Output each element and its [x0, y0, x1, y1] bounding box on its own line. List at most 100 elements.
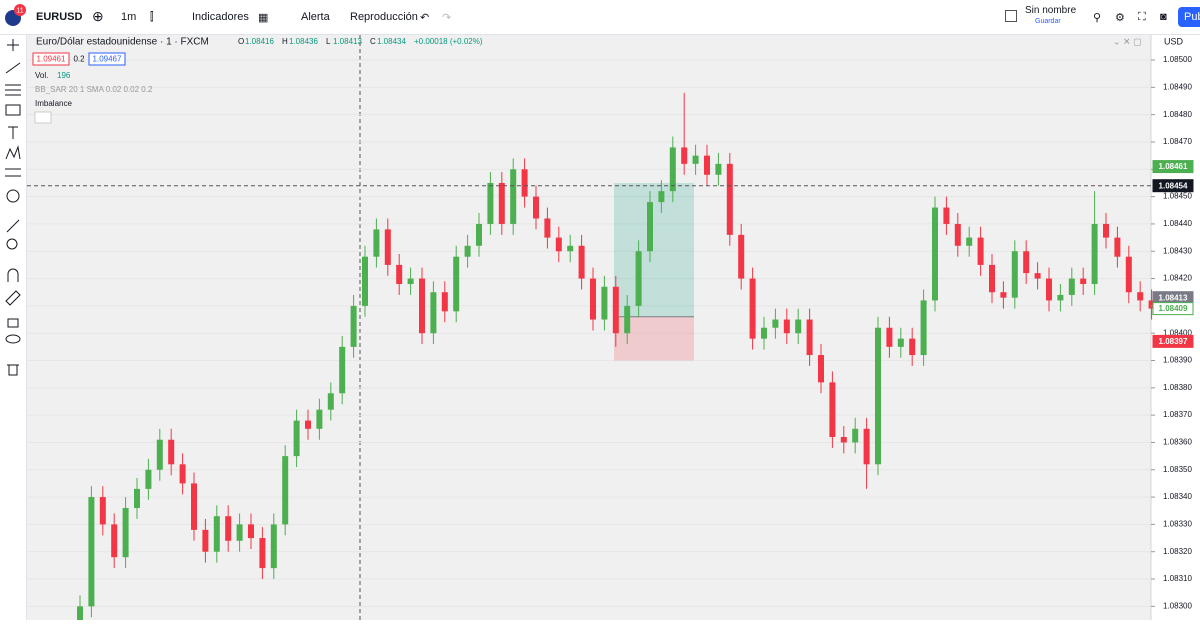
candle-body: [168, 439, 175, 465]
candle-body: [270, 524, 277, 569]
price-label-bg: [1152, 179, 1194, 193]
price-label-bg: [1152, 302, 1194, 316]
y-tick-label: 1.08430: [1163, 246, 1192, 255]
measure-tool[interactable]: [6, 219, 20, 233]
candle-body: [544, 218, 551, 238]
candle-body: [1125, 256, 1132, 293]
candle-body: [989, 264, 995, 293]
search[interactable]: ⚲: [1093, 12, 1102, 24]
logo[interactable]: 11: [0, 0, 30, 34]
magnet-tool[interactable]: [7, 268, 19, 282]
ask: 1.09467: [93, 55, 122, 64]
candle-body: [282, 456, 289, 525]
y-tick-label: 1.08440: [1163, 219, 1192, 228]
vol-value: 196: [57, 71, 71, 80]
candle-body: [806, 319, 813, 356]
icon-tool[interactable]: [6, 189, 20, 203]
save[interactable]: Guardar: [1035, 18, 1061, 25]
candle-body: [669, 147, 676, 192]
shape-tool[interactable]: [5, 104, 21, 116]
lock-tool[interactable]: [7, 318, 19, 328]
candle-body: [441, 292, 448, 312]
publish[interactable]: Pub: [1178, 7, 1200, 27]
forecast-tool[interactable]: [5, 168, 21, 177]
candle-body: [875, 327, 881, 465]
candle-body: [225, 516, 232, 541]
candle-body: [1000, 292, 1007, 298]
candle-body: [316, 409, 323, 429]
candle-body: [533, 196, 539, 219]
undo[interactable]: ↶: [420, 12, 430, 24]
candle-body: [134, 488, 140, 509]
candle-body: [111, 524, 118, 558]
bid: 1.09461: [37, 55, 66, 64]
bid-box: [32, 52, 70, 66]
candle-body: [1068, 278, 1075, 295]
candle-body: [612, 286, 619, 334]
y-tick-label: 1.08480: [1163, 110, 1192, 119]
candle-body: [590, 278, 596, 320]
candle-body: [920, 300, 927, 356]
candle-body: [419, 278, 425, 334]
ohlc-key: C: [370, 37, 376, 46]
candle-body: [179, 464, 186, 484]
candle-body: [498, 182, 505, 224]
y-tick-label: 1.08330: [1163, 520, 1192, 529]
candle-body: [236, 524, 243, 541]
candle-body: [145, 469, 152, 489]
candle-body: [373, 229, 380, 257]
indicator: BB_SAR 20 1 SMA 0.02 0.02 0.2: [35, 85, 153, 94]
draw-mode[interactable]: [5, 290, 21, 306]
settings[interactable]: ⚙: [1115, 12, 1125, 24]
y-tick-label: 1.08350: [1163, 465, 1192, 474]
text-tool[interactable]: [8, 126, 18, 139]
zoom-tool[interactable]: [6, 238, 18, 250]
interval[interactable]: 1m: [121, 11, 137, 23]
crosshair-tool[interactable]: [7, 39, 19, 51]
legend-title: Euro/Dólar estadounidense · 1 · FXCM: [36, 37, 209, 48]
candle-body: [852, 428, 859, 443]
add-symbol[interactable]: ⊕: [92, 8, 104, 24]
templates[interactable]: ▦: [258, 12, 269, 24]
indicators[interactable]: Indicadores: [192, 11, 249, 23]
candle-body: [635, 251, 642, 306]
candle-body: [213, 516, 220, 552]
candle-body: [818, 355, 824, 383]
candle-body: [1091, 223, 1098, 285]
candle-body: [761, 327, 767, 339]
candle-body: [99, 497, 106, 525]
delete-tool[interactable]: [7, 364, 19, 376]
layout-name[interactable]: Sin nombre: [1025, 5, 1077, 16]
redo[interactable]: ↷: [442, 12, 452, 24]
candle-body: [1023, 251, 1030, 274]
fullscreen[interactable]: ⛶: [1138, 11, 1146, 23]
candle-body: [1137, 292, 1144, 301]
pattern-tool[interactable]: [5, 145, 21, 160]
plot: [27, 59, 1155, 620]
fib-tool[interactable]: [5, 84, 21, 96]
candle-body: [521, 169, 528, 197]
candle-body: [829, 382, 836, 437]
alert[interactable]: Alerta: [301, 11, 330, 23]
trendline-tool[interactable]: [5, 62, 21, 74]
collapse-button[interactable]: [34, 111, 52, 124]
candle-body: [647, 202, 653, 252]
visibility-tool[interactable]: [5, 334, 21, 344]
ohlc-value: 1.08416: [245, 37, 274, 46]
symbol[interactable]: EURUSD: [36, 11, 83, 23]
y-tick-label: 1.08420: [1163, 274, 1192, 283]
candle-body: [327, 393, 334, 410]
pane-controls[interactable]: ⌄ ✕ ▢: [1113, 36, 1142, 46]
candle-body: [966, 237, 973, 246]
candle-body: [932, 207, 938, 301]
candle-body: [156, 439, 163, 470]
replay[interactable]: Reproducción: [350, 11, 418, 23]
price-label-bg: [1152, 291, 1194, 305]
y-tick-label: 1.08370: [1163, 410, 1192, 419]
layout-checkbox[interactable]: [1005, 10, 1017, 22]
chart-type[interactable]: ⫿: [150, 11, 154, 23]
candle-body: [396, 264, 403, 285]
snapshot[interactable]: ◙: [1160, 11, 1167, 23]
